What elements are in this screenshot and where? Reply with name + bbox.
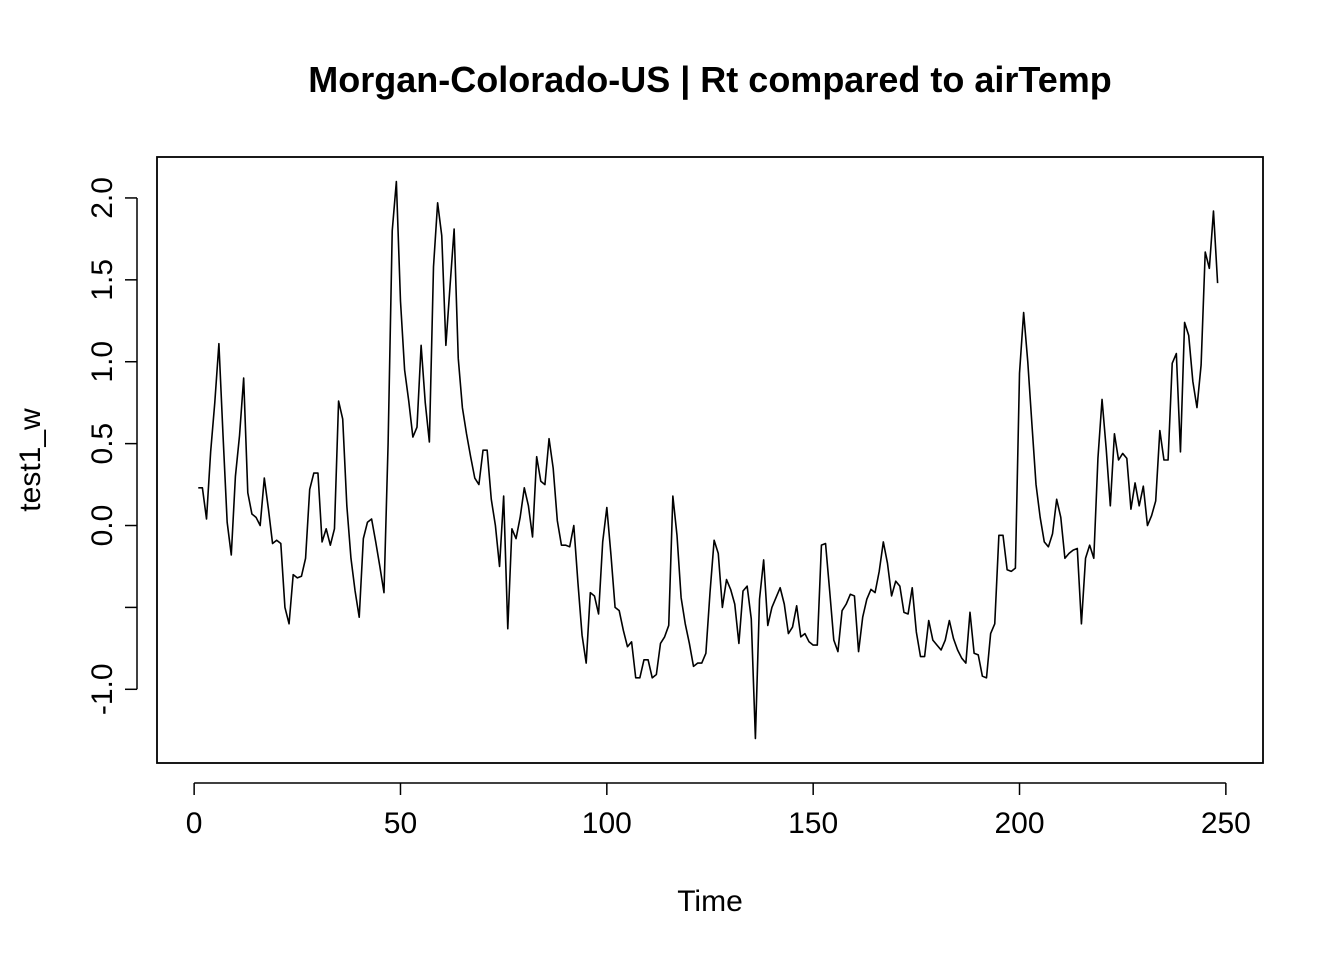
y-tick-label: 0.5 bbox=[86, 423, 119, 465]
x-tick-label: 150 bbox=[788, 807, 838, 840]
x-tick-label: 100 bbox=[582, 807, 632, 840]
x-tick-label: 50 bbox=[384, 807, 417, 840]
y-tick-label: 1.0 bbox=[86, 341, 119, 383]
x-axis: 0 50 100 150 200 250 bbox=[186, 782, 1251, 840]
plot-frame bbox=[156, 156, 1264, 764]
y-tick-label: 0.0 bbox=[86, 505, 119, 547]
x-tick-label: 250 bbox=[1201, 807, 1251, 840]
series-line bbox=[198, 180, 1219, 740]
y-axis: -1.0 0.0 0.5 1.0 1.5 2.0 bbox=[86, 177, 138, 715]
chart-title: Morgan-Colorado-US | Rt compared to airT… bbox=[308, 59, 1111, 101]
x-axis-label: Time bbox=[677, 885, 743, 918]
x-tick-label: 0 bbox=[186, 807, 203, 840]
y-axis-label: test1_w bbox=[14, 408, 47, 512]
y-tick-label: 1.5 bbox=[86, 259, 119, 301]
series-layer bbox=[198, 180, 1219, 740]
y-tick-label: 2.0 bbox=[86, 177, 119, 219]
y-tick-label: -1.0 bbox=[86, 663, 119, 715]
x-tick-label: 200 bbox=[994, 807, 1044, 840]
